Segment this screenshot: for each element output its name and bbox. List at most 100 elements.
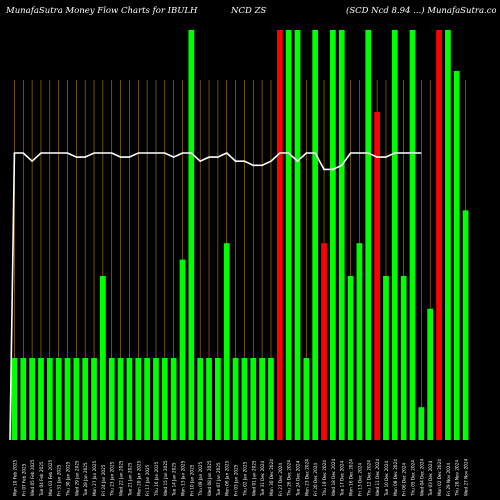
bar-green: [55, 358, 62, 440]
x-tick-label: Wed 08 Jan 2025: [207, 460, 212, 496]
x-tick-label: Fri 06 Dec 2024: [402, 463, 407, 496]
x-tick-label: Tue 24 Dec 2024: [296, 460, 301, 497]
x-tick-label: Tue 04 Feb 2025: [39, 461, 44, 497]
x-tick-label: Mon 13 Jan 2025: [181, 460, 186, 496]
x-tick-label: Wed 11 Dec 2024: [375, 458, 380, 496]
x-tick-label: Mon 03 Feb 2025: [48, 459, 53, 496]
chart-title: MunafaSutra Money Flow Charts for IBULH: [6, 6, 198, 16]
bar-green: [223, 243, 230, 440]
bar-green: [285, 30, 292, 440]
bar-green: [427, 308, 434, 440]
bar-green: [82, 358, 89, 440]
x-tick-label: Thu 23 Jan 2025: [110, 461, 115, 497]
x-tick-label: Tue 03 Dec 2024: [428, 460, 433, 497]
x-tick-label: Tue 31 Dec 2024: [260, 460, 265, 497]
x-tick-label: Fri 03 Jan 2025: [234, 464, 239, 496]
bar-red: [276, 30, 283, 440]
x-tick-label: Mon 09 Dec 2024: [393, 459, 398, 496]
x-tick-label: Mon 30 Dec 2024: [269, 459, 274, 496]
x-tick-label: Mon 10 Feb 2025: [12, 459, 17, 496]
bar-green: [330, 30, 336, 440]
x-tick-label: Fri 07 Feb 2025: [21, 463, 26, 496]
bar-green: [259, 358, 265, 440]
x-tick-label: Fri 10 Jan 2025: [189, 464, 194, 496]
bar-green: [188, 30, 195, 440]
x-tick-label: Tue 07 Jan 2025: [216, 462, 221, 497]
x-tick-label: Wed 27 Nov 2024: [464, 458, 469, 496]
bar-green: [303, 358, 310, 440]
bar-green: [365, 30, 372, 440]
bar-red: [374, 112, 380, 440]
x-tick-label: Wed 01 Jan 2025: [251, 460, 256, 496]
bar-green: [135, 358, 142, 440]
bar-green: [73, 358, 80, 440]
x-tick-label: Thu 16 Jan 2025: [154, 461, 159, 497]
x-tick-label: Mon 06 Jan 2025: [225, 460, 230, 496]
x-tick-label: Wed 04 Dec 2024: [419, 458, 424, 496]
bar-green: [215, 358, 221, 440]
x-tick-label: Fri 13 Dec 2024: [357, 463, 362, 496]
bar-green: [250, 358, 257, 440]
x-tick-label: Tue 10 Dec 2024: [384, 460, 389, 497]
bar-green: [445, 30, 451, 440]
bar-green: [153, 358, 159, 440]
x-tick-label: Thu 28 Nov 2024: [455, 460, 460, 497]
bar-green: [117, 358, 124, 440]
x-tick-label: Wed 22 Jan 2025: [119, 460, 124, 496]
header-right-text: (SCD Ncd 8.94 ...) MunafaSutra.com: [346, 6, 496, 16]
bar-red: [436, 30, 442, 440]
x-tick-label: Tue 21 Jan 2025: [127, 462, 132, 497]
bar-green: [29, 358, 35, 440]
bar-green: [38, 358, 44, 440]
bar-green: [161, 358, 168, 440]
bar-green: [294, 30, 301, 440]
bar-green: [347, 276, 354, 440]
bar-green: [400, 276, 407, 440]
bar-green: [232, 358, 239, 440]
bar-green: [453, 71, 460, 440]
bar-green: [338, 30, 345, 440]
bar-green: [170, 358, 177, 440]
x-tick-label: Tue 17 Dec 2024: [340, 460, 345, 497]
x-tick-label: Tue 14 Jan 2025: [172, 462, 177, 497]
x-tick-label: Thu 02 Jan 2025: [242, 461, 247, 497]
x-tick-label: Thu 30 Jan 2025: [66, 461, 71, 497]
bar-green: [108, 358, 115, 440]
bar-green: [64, 358, 71, 440]
x-tick-label: Fri 24 Jan 2025: [101, 464, 106, 496]
x-tick-label: Wed 29 Jan 2025: [74, 460, 79, 496]
money-flow-line: [9, 152, 422, 441]
bar-green: [126, 358, 133, 440]
x-tick-label: Thu 12 Dec 2024: [366, 460, 371, 497]
x-tick-label: Mon 02 Dec 2024: [437, 459, 442, 496]
x-tick-label: Mon 20 Jan 2025: [136, 460, 141, 496]
bar-green: [11, 358, 18, 440]
symbol-fragment: NCD ZS: [231, 6, 267, 16]
x-tick-label: Mon 23 Dec 2024: [304, 459, 309, 496]
bar-green: [383, 276, 389, 440]
x-tick-label: Wed 15 Jan 2025: [163, 460, 168, 496]
bar-green: [100, 276, 106, 440]
bar-green: [206, 358, 212, 440]
x-tick-label: Wed 05 Feb 2025: [30, 459, 35, 496]
bar-green: [91, 358, 97, 440]
bar-green: [144, 358, 150, 440]
bar-green: [241, 358, 248, 440]
bar-green: [268, 358, 274, 440]
bar-green: [197, 358, 204, 440]
bar-green: [356, 243, 363, 440]
bar-red: [321, 243, 327, 440]
x-tick-label: Thu 09 Jan 2025: [198, 461, 203, 497]
bar-green: [391, 30, 398, 440]
bar-green: [312, 30, 319, 440]
x-tick-label: Wed 18 Dec 2024: [331, 458, 336, 496]
x-tick-label: Fri 27 Dec 2024: [278, 463, 283, 496]
x-tick-label: Tue 28 Jan 2025: [83, 462, 88, 497]
bar-green: [409, 30, 416, 440]
x-tick-label: Thu 05 Dec 2024: [411, 460, 416, 497]
x-tick-label: Mon 16 Dec 2024: [349, 459, 354, 496]
chart-header: MunafaSutra Money Flow Charts for IBULH …: [6, 6, 496, 24]
x-tick-label: Fri 31 Jan 2025: [57, 464, 62, 496]
